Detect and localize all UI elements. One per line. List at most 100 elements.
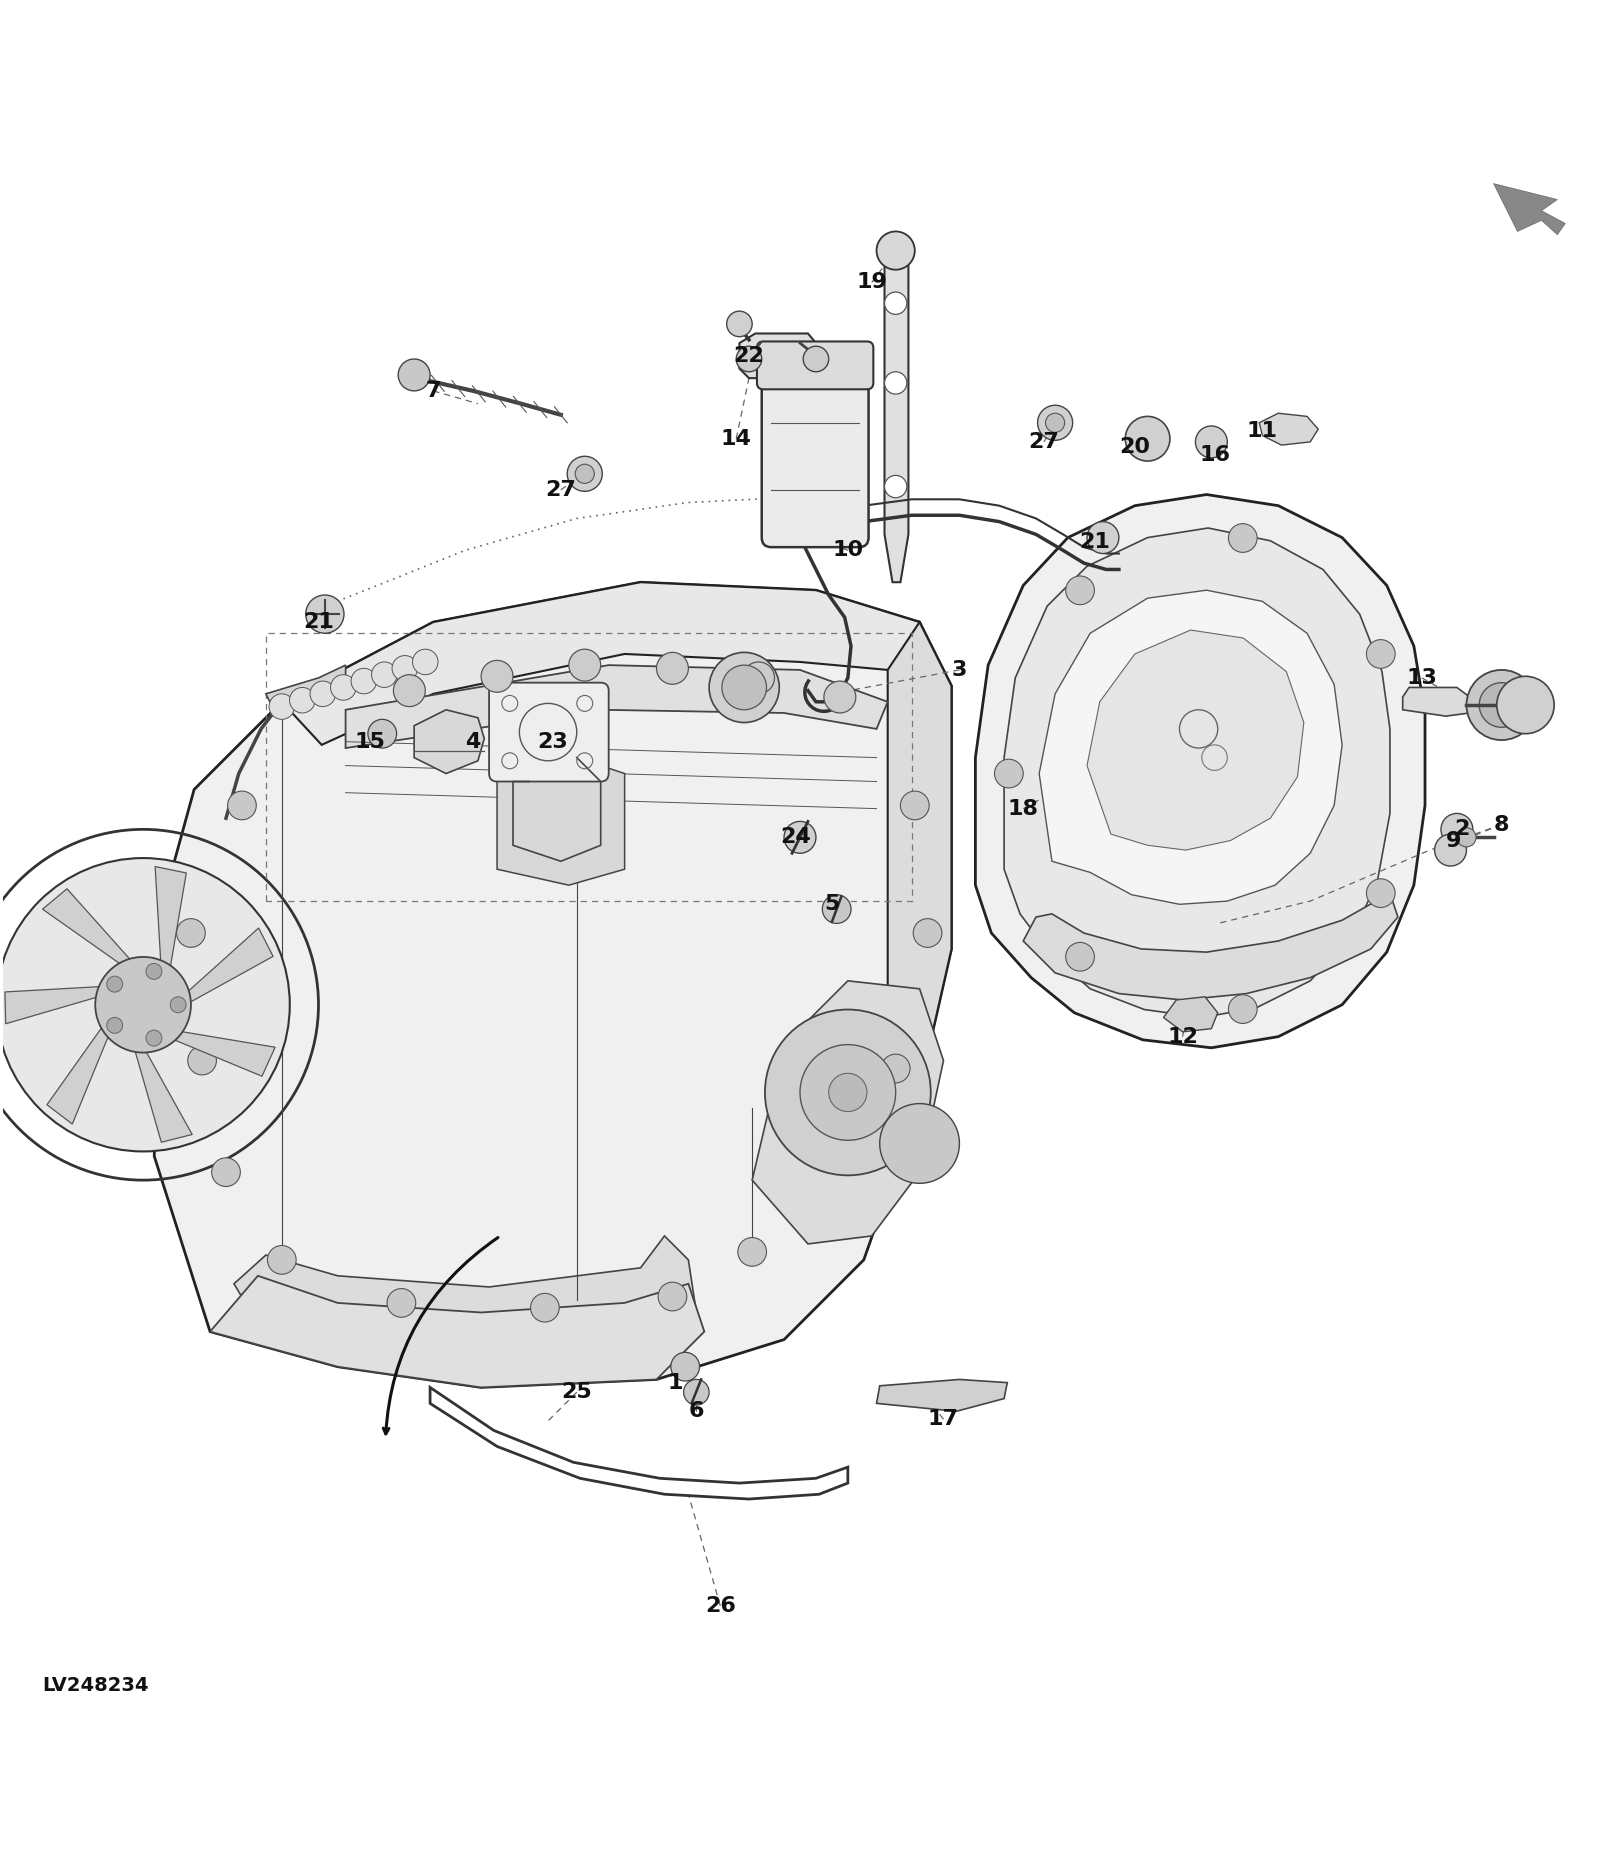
Polygon shape — [155, 866, 186, 980]
Circle shape — [310, 681, 336, 707]
Text: 21: 21 — [1080, 532, 1110, 552]
Polygon shape — [234, 1235, 696, 1360]
Polygon shape — [877, 1379, 1008, 1411]
Polygon shape — [282, 582, 928, 745]
Circle shape — [394, 675, 426, 707]
Text: 24: 24 — [779, 827, 811, 847]
Text: 8: 8 — [1494, 815, 1509, 834]
Circle shape — [722, 664, 766, 709]
Circle shape — [1229, 524, 1258, 552]
Circle shape — [368, 720, 397, 748]
Circle shape — [107, 976, 123, 993]
Circle shape — [1366, 879, 1395, 907]
Circle shape — [800, 1045, 896, 1140]
Text: 10: 10 — [832, 541, 864, 560]
Polygon shape — [414, 709, 485, 774]
Circle shape — [387, 1289, 416, 1317]
Circle shape — [738, 1237, 766, 1267]
Polygon shape — [266, 664, 346, 709]
Circle shape — [531, 1293, 560, 1321]
Polygon shape — [1493, 183, 1565, 235]
Circle shape — [1458, 829, 1477, 847]
Polygon shape — [976, 494, 1426, 1049]
Circle shape — [306, 595, 344, 633]
Circle shape — [736, 347, 762, 371]
Circle shape — [187, 1047, 216, 1075]
Polygon shape — [154, 582, 952, 1388]
Circle shape — [1045, 412, 1064, 433]
Circle shape — [885, 293, 907, 313]
Text: 25: 25 — [562, 1383, 592, 1401]
Text: 6: 6 — [688, 1401, 704, 1422]
Circle shape — [350, 668, 376, 694]
Circle shape — [1435, 834, 1467, 866]
Polygon shape — [346, 664, 888, 748]
Circle shape — [1442, 814, 1474, 845]
Text: 15: 15 — [354, 731, 386, 752]
Text: 9: 9 — [1446, 830, 1461, 851]
Circle shape — [877, 231, 915, 271]
Circle shape — [882, 1054, 910, 1082]
Polygon shape — [131, 1037, 192, 1142]
Polygon shape — [178, 927, 274, 1010]
Circle shape — [413, 649, 438, 675]
Circle shape — [822, 894, 851, 924]
Circle shape — [146, 1030, 162, 1047]
Circle shape — [1195, 425, 1227, 457]
Circle shape — [0, 858, 290, 1151]
Circle shape — [658, 1282, 686, 1312]
Text: 19: 19 — [856, 272, 886, 293]
Circle shape — [726, 312, 752, 336]
Text: 5: 5 — [824, 894, 840, 914]
Circle shape — [269, 694, 294, 720]
Circle shape — [574, 465, 594, 483]
Circle shape — [211, 1157, 240, 1187]
Text: 14: 14 — [720, 429, 752, 448]
FancyBboxPatch shape — [757, 341, 874, 390]
Circle shape — [267, 1245, 296, 1274]
Text: 7: 7 — [426, 381, 442, 401]
Text: 26: 26 — [706, 1595, 736, 1616]
Circle shape — [1125, 416, 1170, 461]
Circle shape — [1366, 640, 1395, 668]
Polygon shape — [739, 334, 816, 379]
Polygon shape — [43, 888, 139, 972]
Polygon shape — [1259, 412, 1318, 446]
Circle shape — [290, 687, 315, 713]
FancyBboxPatch shape — [762, 360, 869, 547]
Circle shape — [656, 653, 688, 685]
Text: 13: 13 — [1406, 668, 1437, 689]
Circle shape — [824, 681, 856, 713]
Circle shape — [570, 649, 600, 681]
Circle shape — [1037, 405, 1072, 440]
Circle shape — [1467, 670, 1536, 741]
Circle shape — [784, 821, 816, 853]
Polygon shape — [1403, 687, 1470, 717]
Circle shape — [96, 957, 190, 1052]
Text: 27: 27 — [546, 480, 576, 500]
Polygon shape — [752, 982, 944, 1245]
Polygon shape — [5, 985, 114, 1024]
Text: 16: 16 — [1198, 444, 1230, 465]
Text: 18: 18 — [1008, 799, 1038, 819]
Circle shape — [176, 918, 205, 948]
Circle shape — [901, 791, 930, 819]
Circle shape — [995, 759, 1024, 787]
Circle shape — [765, 1010, 931, 1176]
Circle shape — [227, 791, 256, 819]
Text: 23: 23 — [538, 731, 568, 752]
Text: 22: 22 — [734, 345, 765, 366]
Circle shape — [914, 918, 942, 948]
Text: 20: 20 — [1120, 437, 1150, 457]
Circle shape — [885, 476, 907, 498]
Circle shape — [398, 358, 430, 390]
Circle shape — [683, 1379, 709, 1405]
Circle shape — [1496, 675, 1554, 733]
Circle shape — [885, 371, 907, 394]
Polygon shape — [1038, 590, 1342, 905]
Text: 1: 1 — [667, 1373, 683, 1392]
Text: 2: 2 — [1454, 819, 1469, 840]
Circle shape — [742, 662, 774, 694]
Polygon shape — [210, 1276, 704, 1388]
Circle shape — [392, 655, 418, 681]
